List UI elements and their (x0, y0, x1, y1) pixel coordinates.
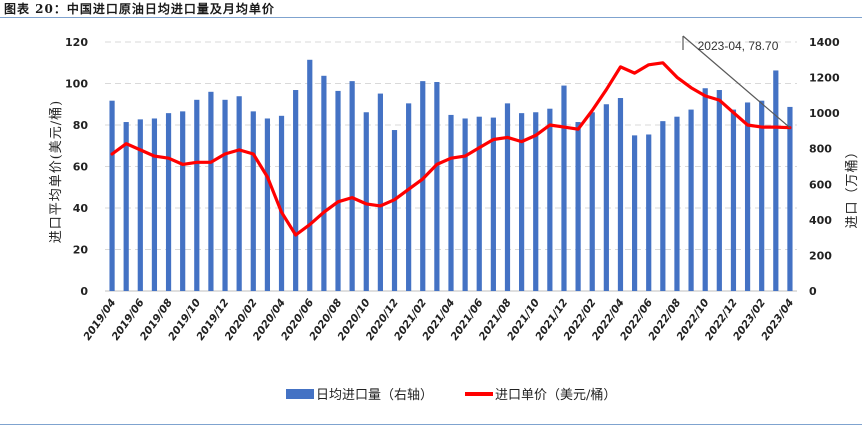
bar-2019/12 (222, 99, 228, 291)
annotation: 2023-04, 78.70 (682, 35, 791, 129)
legend-label-bars: 日均进口量（右轴） (316, 388, 433, 403)
bar-series (109, 59, 793, 292)
bar-2022/03 (603, 104, 609, 291)
bar-2022/02 (589, 112, 595, 291)
right-tick-1000: 1000 (809, 107, 840, 120)
line-series (110, 61, 792, 237)
right-axis-ticks: 0 200 400 600 800 1000 1200 1400 (809, 36, 840, 298)
bar-2019/09 (180, 111, 186, 291)
left-tick-40: 40 (73, 202, 89, 215)
right-tick-800: 800 (809, 143, 832, 156)
price-line (110, 61, 792, 237)
bar-2021/03 (434, 82, 440, 292)
right-tick-400: 400 (809, 214, 832, 227)
bar-2022/08 (674, 116, 680, 291)
bar-2021/12 (561, 85, 567, 291)
bar-2020/10 (363, 112, 369, 291)
axis-labels: 进口平均单价(美元/桶) 进口（万桶） (49, 100, 860, 244)
bar-2021/06 (476, 116, 482, 291)
left-tick-20: 20 (73, 244, 89, 257)
bar-2021/10 (533, 112, 539, 291)
bar-2020/12 (391, 130, 398, 291)
bar-2019/05 (123, 122, 129, 292)
bar-2022/07 (660, 121, 666, 292)
figure-title: 图表 20：中国进口原油日均进口量及月均单价 (4, 2, 275, 16)
right-tick-1200: 1200 (809, 72, 840, 85)
bar-2021/11 (547, 108, 553, 291)
bar-2020/06 (307, 59, 313, 292)
right-axis-label: 进口（万桶） (845, 144, 860, 228)
bar-2020/05 (293, 90, 299, 292)
annotation-label: 2023-04, 78.70 (698, 39, 779, 53)
bar-2019/04 (109, 100, 115, 291)
right-tick-0: 0 (809, 285, 817, 298)
right-tick-1400: 1400 (809, 36, 840, 49)
bar-2022/09 (688, 109, 694, 291)
bar-2021/01 (406, 103, 412, 291)
bar-2019/10 (194, 99, 200, 291)
legend-label-line: 进口单价（美元/桶） (495, 388, 616, 403)
bar-2021/05 (462, 118, 468, 291)
bar-2022/10 (702, 88, 708, 291)
bar-2019/11 (208, 91, 214, 291)
bar-2022/11 (716, 90, 722, 292)
bar-2023/01 (744, 102, 751, 291)
top-rule (0, 17, 862, 18)
bar-2020/08 (335, 90, 341, 292)
bar-2021/09 (519, 113, 525, 292)
bar-2020/09 (349, 81, 355, 291)
bar-2023/02 (759, 100, 765, 291)
x-axis-ticks: 2019/042019/062019/082019/102019/122020/… (81, 297, 796, 343)
bar-2022/06 (646, 134, 652, 291)
left-tick-120: 120 (65, 36, 88, 49)
bar-2022/01 (575, 122, 581, 292)
left-axis-label: 进口平均单价(美元/桶) (49, 100, 64, 244)
bar-2020/03 (264, 118, 271, 291)
bar-2020/02 (250, 111, 256, 291)
bar-2019/06 (137, 119, 143, 291)
annotation-leader (682, 35, 791, 129)
bar-2021/07 (490, 117, 496, 291)
bar-2020/04 (278, 115, 285, 291)
left-tick-0: 0 (80, 285, 88, 298)
bar-2021/08 (504, 103, 511, 291)
bottom-rule (0, 424, 862, 425)
bar-2023/04 (787, 106, 793, 292)
left-tick-80: 80 (73, 119, 89, 132)
bar-2023/03 (773, 70, 779, 291)
bar-2022/04 (617, 98, 624, 292)
bar-2022/12 (730, 109, 737, 291)
bar-2020/11 (377, 93, 383, 291)
legend-swatch-bars (286, 389, 314, 399)
right-tick-600: 600 (809, 178, 832, 191)
bar-2019/07 (151, 118, 158, 291)
left-tick-60: 60 (73, 161, 89, 174)
left-tick-100: 100 (65, 78, 88, 91)
bar-2022/05 (631, 135, 638, 291)
bar-2021/04 (448, 114, 454, 292)
right-tick-200: 200 (809, 249, 832, 262)
bar-2021/02 (420, 81, 426, 291)
legend: 日均进口量（右轴） 进口单价（美元/桶） (286, 388, 616, 403)
bar-2020/01 (236, 96, 242, 291)
bar-2020/07 (321, 75, 327, 292)
left-axis-ticks: 0 20 40 60 80 100 120 (65, 36, 88, 298)
bar-2019/08 (165, 113, 172, 292)
